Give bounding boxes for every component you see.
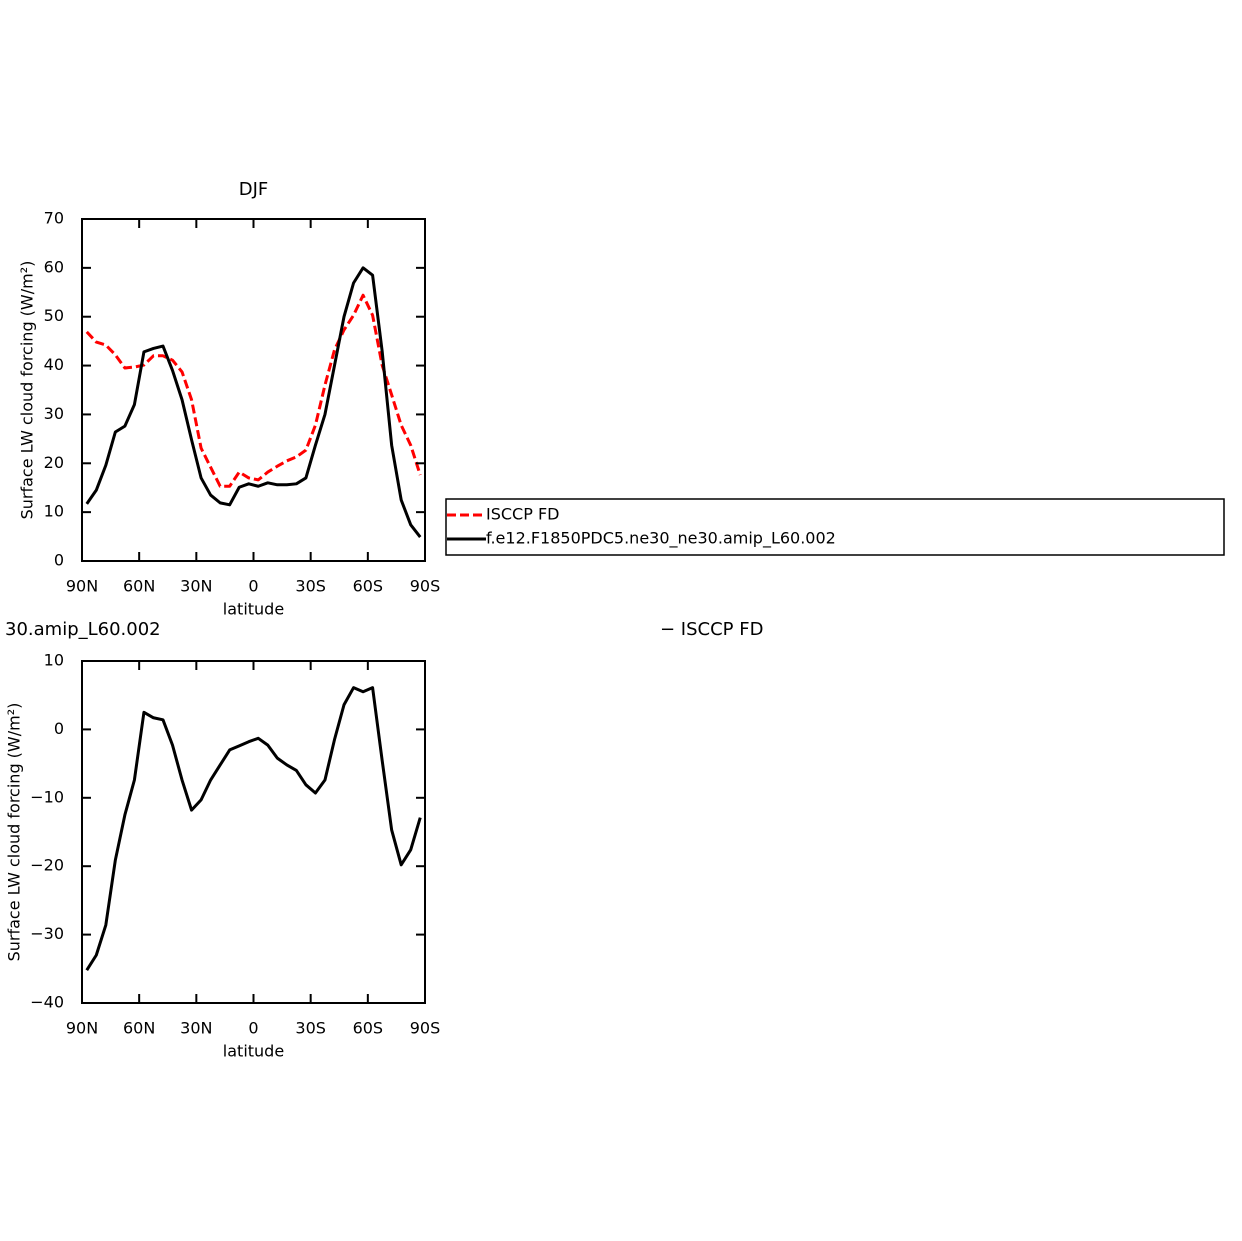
x-tick-label: 30N bbox=[180, 577, 212, 596]
chart-title: DJF bbox=[239, 179, 269, 200]
legend-label: ISCCP FD bbox=[486, 505, 559, 524]
y-tick-label: 0 bbox=[54, 719, 64, 738]
y-tick-label: 30 bbox=[44, 404, 64, 423]
data-line bbox=[85, 686, 422, 971]
y-tick-label: 70 bbox=[44, 209, 64, 228]
x-tick-label: 0 bbox=[248, 577, 258, 596]
x-tick-label: 90S bbox=[410, 577, 441, 596]
legend-box bbox=[445, 498, 1225, 556]
chart-title-left: 30.amip_L60.002 bbox=[5, 619, 161, 640]
y-tick-label: 60 bbox=[44, 257, 64, 276]
x-tick-label: 0 bbox=[248, 1019, 258, 1038]
x-tick-label: 30N bbox=[180, 1019, 212, 1038]
x-axis-label: latitude bbox=[223, 600, 284, 619]
y-tick-label: −40 bbox=[30, 993, 64, 1012]
x-tick-label: 60S bbox=[353, 1019, 384, 1038]
x-tick-label: 30S bbox=[295, 1019, 326, 1038]
y-tick-label: 40 bbox=[44, 355, 64, 374]
y-tick-label: 50 bbox=[44, 306, 64, 325]
plot-frame bbox=[81, 660, 426, 1004]
chart-title-right: − ISCCP FD bbox=[660, 619, 763, 640]
y-tick-label: 0 bbox=[54, 551, 64, 570]
data-line bbox=[85, 266, 422, 538]
y-tick-label: −20 bbox=[30, 856, 64, 875]
legend-label: f.e12.F1850PDC5.ne30_ne30.amip_L60.002 bbox=[486, 529, 836, 549]
y-tick-label: 10 bbox=[44, 502, 64, 521]
y-tick-label: −30 bbox=[30, 924, 64, 943]
x-axis-label: latitude bbox=[223, 1042, 284, 1061]
y-tick-label: 20 bbox=[44, 453, 64, 472]
y-tick-label: −10 bbox=[30, 787, 64, 806]
x-tick-label: 90S bbox=[410, 1019, 441, 1038]
x-tick-label: 90N bbox=[66, 577, 98, 596]
x-tick-label: 60N bbox=[123, 577, 155, 596]
x-tick-label: 30S bbox=[295, 577, 326, 596]
y-axis-label: Surface LW cloud forcing (W/m²) bbox=[18, 261, 37, 520]
x-tick-label: 90N bbox=[66, 1019, 98, 1038]
y-axis-label: Surface LW cloud forcing (W/m²) bbox=[5, 703, 24, 962]
x-tick-label: 60S bbox=[353, 577, 384, 596]
plot-frame bbox=[81, 218, 426, 562]
x-tick-label: 60N bbox=[123, 1019, 155, 1038]
y-tick-label: 10 bbox=[44, 651, 64, 670]
